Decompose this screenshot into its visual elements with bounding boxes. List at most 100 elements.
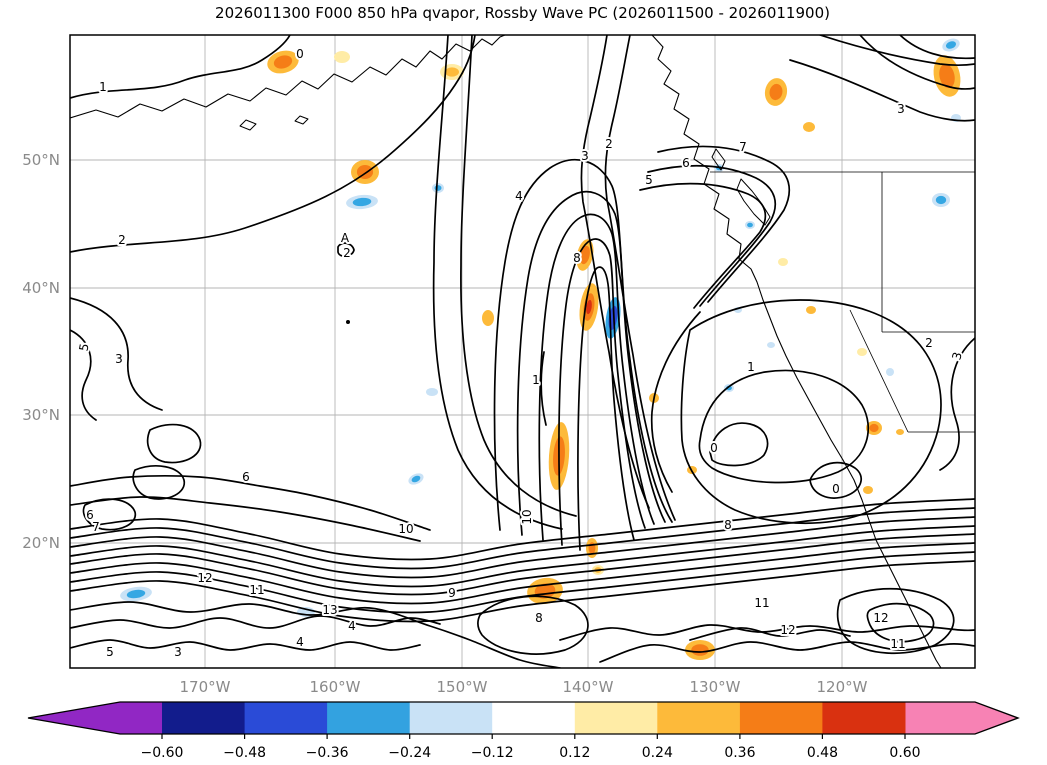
contour-label: 11: [890, 637, 905, 651]
y-axis-label: 30°N: [22, 406, 60, 424]
colorbar-segment: [409, 702, 493, 734]
anomaly-patch-layer: [869, 423, 879, 433]
anomaly-patch: [482, 310, 494, 326]
contour-line: [70, 507, 975, 570]
contour-line: [819, 35, 975, 66]
y-axis-label: 40°N: [22, 279, 60, 297]
colorbar-segment: [657, 702, 741, 734]
contour-line: [604, 35, 676, 521]
contour-line: [859, 35, 975, 90]
contour-label: 4: [515, 189, 523, 203]
contour-label: 1: [747, 360, 755, 374]
contour-line: [657, 145, 791, 303]
anomaly-patch: [806, 306, 816, 314]
contour-line: [559, 624, 975, 641]
contour-label: 6: [86, 508, 94, 522]
map-dot: [346, 320, 350, 324]
anomaly-patch-layer: [778, 258, 788, 266]
anomaly-patch: [866, 421, 882, 435]
contour-label: A: [341, 231, 350, 245]
contour-label: 0: [710, 441, 718, 455]
anomaly-patch: [803, 122, 815, 132]
anomaly-patch: [778, 258, 788, 266]
contour-line: [132, 465, 185, 500]
colorbar-segment: [822, 702, 906, 734]
contour-line: [70, 533, 975, 596]
colorbar-left-arrow: [28, 702, 162, 734]
anomaly-patch: [764, 78, 788, 106]
x-axis-label: 150°W: [437, 678, 488, 696]
contour-line: [337, 242, 355, 258]
colorbar: −0.60 −0.48 −0.36 −0.24 −0.12 0.12 0.24 0.36 0.4…: [27, 701, 1020, 761]
contour-label: 6: [242, 470, 250, 484]
anomaly-patch-layer: [747, 222, 753, 228]
contour-label: 4: [348, 619, 356, 633]
contour-label: 8: [573, 251, 581, 265]
contour-line: [70, 516, 975, 579]
island-coastline: [294, 115, 309, 125]
contour-line: [70, 496, 421, 542]
contour-label: 10: [520, 509, 534, 524]
plot-border: [69, 34, 976, 669]
anomaly-patch-layer: [126, 589, 146, 599]
anomaly-patch-layer: [857, 348, 867, 356]
colorbar-tick-label: 0.24: [642, 745, 673, 761]
anomaly-patch-layer: [945, 41, 957, 49]
contour-label: 13: [322, 603, 337, 617]
contour-line: [789, 59, 975, 122]
colorbar-tick-label: −0.48: [223, 745, 266, 761]
anomaly-patch-layer: [896, 429, 904, 435]
contour-label: 3: [174, 645, 182, 659]
contour-label: 1: [532, 373, 540, 387]
contour-line: [689, 627, 851, 641]
anomaly-patch-layer: [939, 63, 955, 89]
anomaly-patch: [120, 586, 152, 602]
y-axis-label: 20°N: [22, 534, 60, 552]
colorbar-tick-label: −0.36: [306, 745, 349, 761]
contour-line: [70, 542, 975, 605]
contour-line: [70, 475, 431, 531]
contour-line: [70, 551, 975, 614]
contour-label: 5: [645, 173, 653, 187]
anomaly-patch-layer: [803, 122, 815, 132]
contour-line: [70, 35, 291, 99]
colorbar-tick-label: 0.36: [724, 745, 755, 761]
colorbar-tick-label: −0.24: [388, 745, 431, 761]
colorbar-segment: [574, 702, 658, 734]
anomaly-patch: [724, 384, 734, 392]
colorbar-segment: [327, 702, 411, 734]
anomaly-patch-layer: [886, 368, 894, 376]
colorbar-outline: [27, 701, 1020, 735]
anomaly-patch-layer: [769, 83, 783, 101]
contour-label: 2: [118, 233, 126, 247]
contour-label: 3: [897, 102, 905, 116]
anomaly-patch: [346, 194, 378, 210]
contour-line: [698, 369, 870, 484]
contour-line: [680, 299, 942, 525]
colorbar-tick-label: 0.12: [559, 745, 590, 761]
contour-line: [70, 525, 975, 588]
contour-line: [939, 337, 975, 471]
anomaly-patch: [767, 342, 775, 348]
y-axis-label: 50°N: [22, 151, 60, 169]
contour-label: 11: [249, 583, 264, 597]
contour-label: 3: [115, 352, 123, 366]
contour-line: [866, 602, 935, 643]
colorbar-tick-label: −0.60: [141, 745, 184, 761]
x-axis-label: 170°W: [180, 678, 231, 696]
contour-label: 2: [343, 246, 351, 260]
x-axis-label: 130°W: [690, 678, 741, 696]
anomaly-patch-layer: [434, 185, 442, 191]
anomaly-patch: [933, 55, 961, 97]
anomaly-patch-layer: [863, 486, 873, 494]
anomaly-patch-layer: [482, 310, 494, 326]
anomaly-patch: [576, 239, 594, 271]
anomaly-patch: [745, 221, 755, 229]
colorbar-segment: [739, 702, 823, 734]
contour-labels: 102 A223456781301023536671211109101388111…: [75, 45, 967, 661]
page-title: 2026011300 F000 850 hPa qvapor, Rossby W…: [215, 4, 830, 22]
contour-label: 12: [780, 623, 795, 637]
anomaly-patch: [432, 183, 444, 193]
contour-label: 11: [754, 596, 769, 610]
